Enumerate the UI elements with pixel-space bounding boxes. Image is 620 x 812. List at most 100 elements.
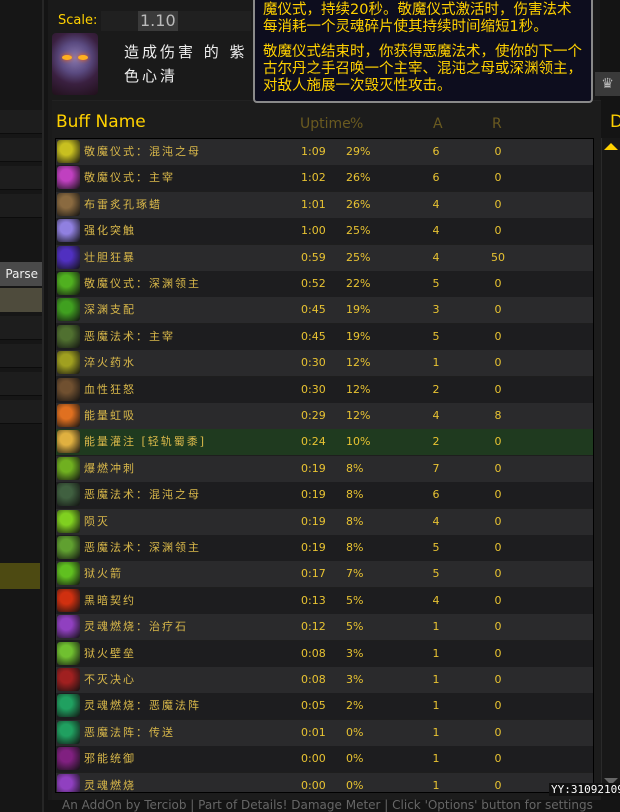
buff-name: 爆燃冲刺: [84, 461, 136, 475]
sidebar-item[interactable]: [0, 316, 42, 340]
buff-applied: 3: [432, 303, 440, 317]
buff-name: 强化突触: [84, 224, 136, 238]
buff-applied: 5: [432, 567, 440, 581]
column-header-refresh[interactable]: R: [492, 116, 502, 132]
table-row[interactable]: 深渊支配 0:45 19% 3 0: [56, 297, 593, 324]
footer-text: An AddOn by Terciob | Part of Details! D…: [62, 798, 593, 812]
buff-percent: 12%: [346, 356, 371, 370]
table-row[interactable]: 恶魔法术：深渊领主 0:19 8% 5 0: [56, 535, 593, 561]
table-row[interactable]: 淬火药水 0:30 12% 1 0: [56, 350, 593, 377]
sidebar-item[interactable]: [0, 372, 42, 396]
table-row[interactable]: 敬魔仪式：混沌之母 1:09 29% 6 0: [56, 139, 593, 165]
buff-name: 狱火壁垒: [84, 646, 136, 660]
scroll-down-arrow-icon[interactable]: [604, 778, 618, 785]
sidebar-item-selected[interactable]: [0, 288, 42, 312]
player-avatar: [52, 33, 98, 95]
sidebar-button[interactable]: [0, 138, 42, 162]
soulburn-icon: [57, 615, 80, 639]
buff-name: 血性狂怒: [84, 382, 136, 396]
buff-name: 恶魔法术：主宰: [84, 329, 175, 343]
buff-percent: 8%: [346, 488, 364, 502]
buff-percent: 25%: [346, 224, 371, 238]
teleport-icon: [57, 720, 80, 744]
buff-refresh: 0: [494, 329, 502, 343]
dash-icon: [57, 456, 80, 480]
buff-table: 敬魔仪式：混沌之母 1:09 29% 6 0 敬魔仪式：主宰 1:02 26% 6 0 布雷炙孔琢蜡…: [55, 138, 594, 793]
buff-uptime: 0:12: [301, 620, 326, 634]
sidebar-button[interactable]: [0, 166, 42, 190]
buff-refresh: 0: [494, 382, 502, 396]
table-row[interactable]: 布雷炙孔琢蜡 1:01 26% 4 0: [56, 191, 593, 218]
potion-icon: [57, 351, 80, 375]
buff-percent: 22%: [346, 277, 371, 290]
column-header-percent[interactable]: %: [350, 116, 364, 132]
table-row[interactable]: 能量虹吸 0:29 12% 4 8: [56, 403, 593, 429]
table-row[interactable]: 不灭决心 0:08 3% 1 0: [56, 667, 593, 693]
column-header-uptime[interactable]: Uptime: [300, 116, 351, 132]
buff-uptime: 1:09: [301, 145, 326, 158]
buff-refresh: 0: [494, 145, 502, 158]
scroll-up-arrow-icon[interactable]: [604, 143, 618, 150]
sidebar-item[interactable]: [0, 400, 42, 424]
abyss-icon: [57, 298, 80, 322]
buff-uptime: 0:19: [301, 488, 326, 502]
table-row[interactable]: 灵魂燃烧：恶魔法阵 0:05 2% 1 0: [56, 693, 593, 720]
sidebar-button[interactable]: [0, 110, 42, 134]
buff-name: 黑暗契约: [84, 593, 136, 607]
parse-button[interactable]: Parse: [0, 262, 42, 286]
buff-uptime: 0:13: [301, 593, 326, 607]
table-row[interactable]: 强化突触 1:00 25% 4 0: [56, 218, 593, 245]
table-row[interactable]: 能量灌注 [轻轨蜀黍] 0:24 10% 2 0: [56, 429, 593, 456]
buff-uptime: 0:19: [301, 461, 326, 475]
siphon-icon: [57, 404, 80, 427]
table-row[interactable]: 邪能统御 0:00 0% 1 0: [56, 746, 593, 773]
table-row[interactable]: 灵魂燃烧：治疗石 0:12 5% 1 0: [56, 614, 593, 641]
buff-refresh: 0: [494, 567, 502, 581]
demon-icon: [57, 324, 80, 348]
table-row[interactable]: 恶魔法术：混沌之母 0:19 8% 6 0: [56, 482, 593, 509]
left-sidebar: Parse: [0, 0, 44, 812]
buff-name: 敬魔仪式：主宰: [84, 171, 175, 185]
buff-applied: 4: [432, 250, 440, 264]
buff-percent: 3%: [346, 646, 364, 660]
buff-uptime: 0:01: [301, 725, 326, 739]
buff-percent: 0%: [346, 778, 364, 792]
column-header-applied[interactable]: A: [433, 116, 443, 132]
buff-percent: 19%: [346, 303, 371, 317]
crown-icon[interactable]: ♛: [595, 72, 620, 96]
sidebar-selected-player[interactable]: [0, 563, 40, 589]
buff-name: 布雷炙孔琢蜡: [84, 197, 162, 211]
column-header-buff-name[interactable]: Buff Name: [56, 112, 146, 132]
table-row[interactable]: 壮胆狂暴 0:59 25% 4 50: [56, 244, 593, 271]
sidebar-button[interactable]: [0, 194, 42, 218]
buff-applied: 4: [432, 409, 440, 422]
table-row[interactable]: 敬魔仪式：深渊领主 0:52 22% 5 0: [56, 271, 593, 297]
table-row[interactable]: 狱火壁垒 0:08 3% 1 0: [56, 640, 593, 667]
buff-refresh: 0: [494, 541, 502, 554]
buff-applied: 1: [432, 699, 440, 713]
sidebar-item[interactable]: [0, 344, 42, 368]
buff-percent: 0%: [346, 725, 364, 739]
table-row[interactable]: 敬魔仪式：主宰 1:02 26% 6 0: [56, 165, 593, 192]
tooltip-text-1: 魔仪式，持续20秒。敬魔仪式激活时，伤害法术每消耗一个灵魂碎片使其持续时间缩短1…: [263, 2, 572, 35]
buff-percent: 7%: [346, 567, 364, 581]
buff-name: 壮胆狂暴: [84, 250, 136, 264]
scrollbar[interactable]: [601, 138, 620, 793]
table-row[interactable]: 血性狂怒 0:30 12% 2 0: [56, 376, 593, 403]
buff-percent: 3%: [346, 673, 364, 686]
buff-uptime: 0:00: [301, 778, 326, 792]
table-row[interactable]: 爆燃冲刺 0:19 8% 7 0: [56, 455, 593, 482]
table-row[interactable]: 陨灭 0:19 8% 4 0: [56, 508, 593, 535]
buff-refresh: 0: [494, 646, 502, 660]
buff-name: 灵魂燃烧：治疗石: [84, 620, 188, 634]
table-row[interactable]: 灵魂燃烧 0:00 0% 1 0: [56, 772, 593, 792]
resolve-icon: [57, 668, 80, 691]
buff-applied: 1: [432, 620, 440, 634]
table-row[interactable]: 恶魔法阵：传送 0:01 0% 1 0: [56, 719, 593, 746]
table-row[interactable]: 狱火箭 0:17 7% 5 0: [56, 561, 593, 588]
table-row[interactable]: 黑暗契约 0:13 5% 4 0: [56, 587, 593, 614]
table-row[interactable]: 恶魔法术：主宰 0:45 19% 5 0: [56, 323, 593, 350]
buff-uptime: 0:19: [301, 541, 326, 554]
scale-value[interactable]: 1.10: [138, 11, 178, 31]
buff-percent: 8%: [346, 541, 364, 554]
